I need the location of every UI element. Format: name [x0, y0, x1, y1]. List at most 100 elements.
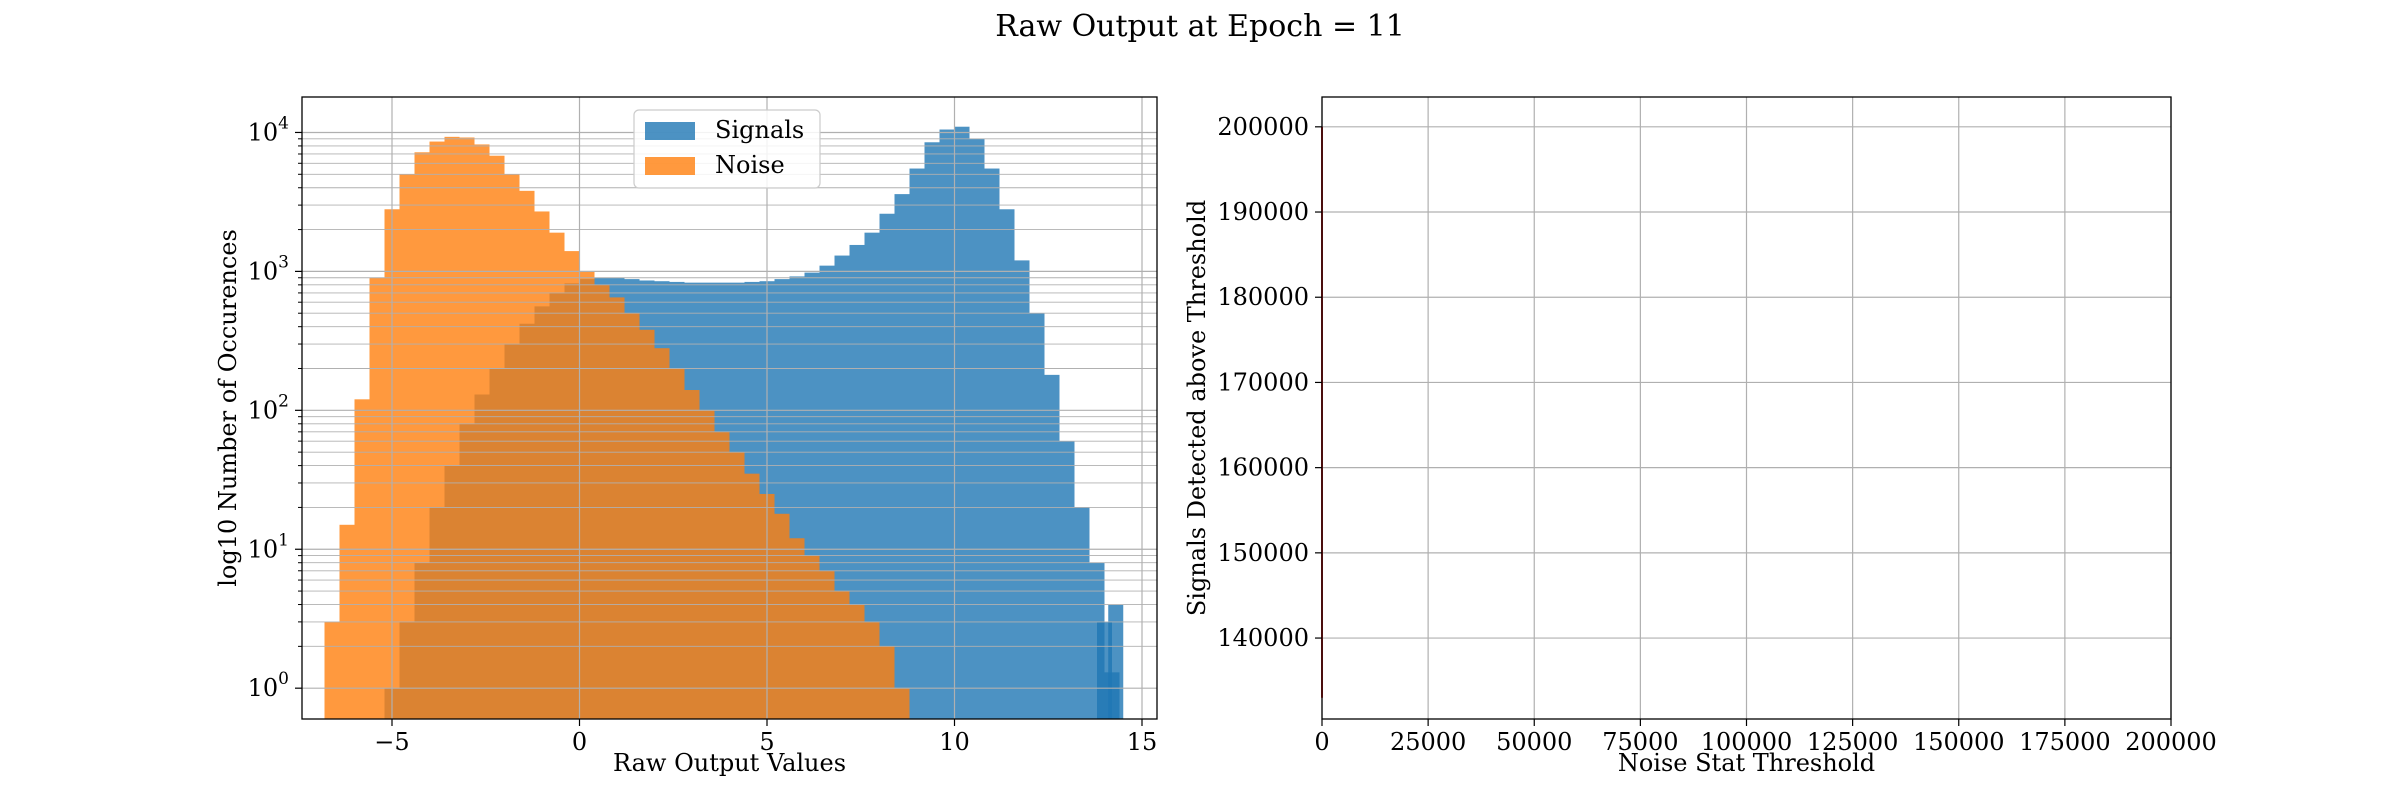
noise-bar — [594, 284, 610, 719]
signals-bar — [1044, 374, 1060, 719]
x-tick-label: 10 — [939, 728, 970, 756]
y-tick-label: 140000 — [1217, 624, 1309, 652]
y-tick-base: 10 — [248, 674, 279, 702]
signals-bar — [909, 168, 925, 719]
signals-bar — [999, 209, 1015, 719]
signals-bar — [954, 126, 970, 719]
x-tick-label: 175000 — [2019, 728, 2111, 756]
x-tick-label: 0 — [1314, 728, 1329, 756]
histogram-legend: Signals Noise — [633, 109, 821, 189]
legend-signals-label: Signals — [715, 116, 804, 144]
signals-bar — [879, 213, 895, 719]
signals-bar — [1074, 507, 1090, 719]
signals-bar — [939, 129, 955, 719]
noise-bar — [699, 410, 715, 719]
noise-bar — [609, 297, 625, 719]
signals-bar — [894, 194, 910, 719]
noise-bar — [849, 604, 865, 719]
y-tick-base: 10 — [248, 257, 279, 285]
noise-bar — [489, 155, 505, 719]
noise-bar — [819, 570, 835, 719]
legend-noise-swatch — [645, 157, 695, 175]
y-tick-base: 10 — [248, 535, 279, 563]
noise-bar — [774, 513, 790, 719]
y-tick-label: 102 — [248, 391, 289, 424]
signals-bar — [924, 142, 940, 719]
y-tick-exponent: 3 — [278, 252, 289, 272]
noise-bar — [399, 174, 415, 719]
threshold-panel: 0 25000 50000 75000 100000 125000 150000 175000… — [1183, 96, 2217, 777]
y-tick-label: 101 — [248, 530, 289, 563]
y-tick-exponent: 0 — [278, 669, 289, 689]
y-tick-exponent: 2 — [278, 391, 289, 411]
x-tick-label: 75000 — [1602, 728, 1678, 756]
noise-bar — [549, 232, 565, 719]
y-tick-label: 160000 — [1217, 454, 1309, 482]
signals-bar — [1014, 260, 1030, 719]
noise-bar — [354, 399, 370, 719]
noise-bar — [744, 473, 760, 719]
y-tick-exponent: 1 — [278, 530, 289, 550]
y-tick-base: 10 — [248, 118, 279, 146]
x-tick-label: 25000 — [1390, 728, 1466, 756]
histogram-grid — [302, 97, 1157, 719]
noise-bar — [459, 137, 475, 719]
noise-bar — [444, 136, 460, 719]
histogram-y-label: log10 Number of Occurences — [214, 229, 242, 587]
noise-bar — [624, 313, 640, 719]
noise-bar — [834, 591, 850, 719]
noise-bar — [369, 277, 385, 719]
signals-bar — [1029, 313, 1045, 719]
noise-bar — [564, 251, 580, 719]
y-tick-base: 10 — [248, 396, 279, 424]
x-tick-label: 5 — [759, 728, 774, 756]
x-tick-label: 125000 — [1807, 728, 1899, 756]
noise-bar — [729, 452, 745, 719]
noise-bar — [414, 152, 430, 719]
noise-bar — [654, 348, 670, 719]
histogram-frame — [301, 96, 1158, 720]
y-tick-label: 180000 — [1217, 283, 1309, 311]
x-tick-label: 200000 — [2125, 728, 2217, 756]
noise-bar — [804, 555, 820, 719]
signals-bar — [969, 138, 985, 719]
noise-bar — [684, 390, 700, 719]
signals-bar — [1108, 604, 1124, 719]
noise-bar — [864, 621, 880, 719]
x-tick-label: 15 — [1127, 728, 1158, 756]
y-tick-label: 150000 — [1217, 539, 1309, 567]
x-tick-label: 50000 — [1496, 728, 1572, 756]
noise-bar — [714, 431, 730, 719]
noise-bar — [669, 368, 685, 719]
y-tick-label: 170000 — [1217, 368, 1309, 396]
y-tick-label: 200000 — [1217, 113, 1309, 141]
y-tick-label: 100 — [248, 669, 289, 702]
threshold-x-label: Noise Stat Threshold — [1618, 749, 1875, 777]
x-tick-label: 150000 — [1913, 728, 2005, 756]
noise-bar — [879, 646, 895, 719]
signals-bar — [849, 244, 865, 719]
threshold-y-label: Signals Detected above Threshold — [1183, 200, 1211, 616]
y-tick-label: 190000 — [1217, 198, 1309, 226]
signals-bar — [864, 232, 880, 719]
x-tick-label: 100000 — [1701, 728, 1793, 756]
legend-signals-swatch — [645, 122, 695, 140]
x-tick-label: 0 — [572, 728, 587, 756]
y-tick-label: 104 — [248, 113, 289, 146]
noise-bar — [639, 329, 655, 719]
noise-bar — [429, 141, 445, 719]
legend-noise-label: Noise — [715, 151, 785, 179]
noise-bar — [519, 190, 535, 719]
x-tick-label: −5 — [374, 728, 409, 756]
histogram-x-label: Raw Output Values — [613, 749, 846, 777]
figure-suptitle: Raw Output at Epoch = 11 — [995, 9, 1405, 44]
noise-bar — [789, 538, 805, 719]
noise-bar — [579, 271, 595, 719]
noise-bar — [324, 621, 340, 719]
noise-bar — [894, 688, 910, 719]
y-tick-exponent: 4 — [278, 113, 289, 133]
y-tick-label: 103 — [248, 252, 289, 285]
signals-bar — [984, 168, 1000, 719]
